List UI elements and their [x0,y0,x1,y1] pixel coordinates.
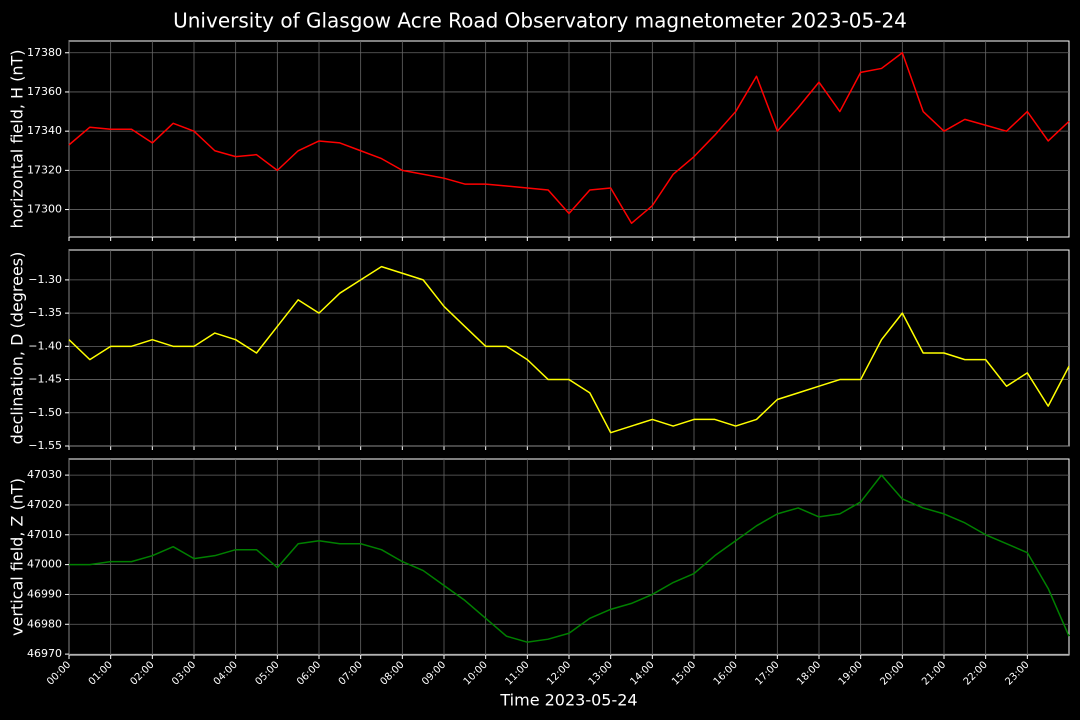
y-axis-label: horizontal field, H (nT) [8,49,27,228]
x-axis-label: Time 2023-05-24 [499,691,637,710]
y-tick-label: 47030 [27,468,62,481]
y-axis-label: vertical field, Z (nT) [8,478,27,636]
y-tick-label: −1.40 [28,339,62,352]
y-tick-label: 46970 [27,647,62,660]
y-tick-label: 17380 [27,46,62,59]
y-tick-label: 17340 [27,124,62,137]
y-tick-label: −1.35 [28,306,62,319]
data-line [68,265,1070,434]
y-tick-label: 17360 [27,85,62,98]
y-tick-label: 47020 [27,498,62,511]
y-tick-label: −1.45 [28,373,62,386]
y-tick-label: 17300 [27,203,62,216]
y-tick-label: 46990 [27,587,62,600]
y-tick-label: 47010 [27,528,62,541]
y-tick-label: −1.55 [28,439,62,452]
y-tick-label: −1.50 [28,406,62,419]
chart-title: University of Glasgow Acre Road Observat… [173,9,907,33]
y-tick-label: 47000 [27,558,62,571]
y-tick-label: −1.30 [28,273,62,286]
y-tick-label: 46980 [27,617,62,630]
y-tick-label: 17320 [27,163,62,176]
y-axis-label: declination, D (degrees) [8,252,27,445]
data-line [69,474,1070,643]
data-line [68,52,1070,225]
